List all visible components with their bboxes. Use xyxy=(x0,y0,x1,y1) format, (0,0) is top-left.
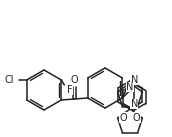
Text: F: F xyxy=(67,85,73,95)
Text: N: N xyxy=(126,82,134,92)
Text: N: N xyxy=(131,75,138,85)
Text: O: O xyxy=(133,113,140,123)
Text: Cl: Cl xyxy=(4,75,14,85)
Text: O: O xyxy=(120,113,127,123)
Text: O: O xyxy=(71,75,78,85)
Text: N: N xyxy=(131,99,138,109)
